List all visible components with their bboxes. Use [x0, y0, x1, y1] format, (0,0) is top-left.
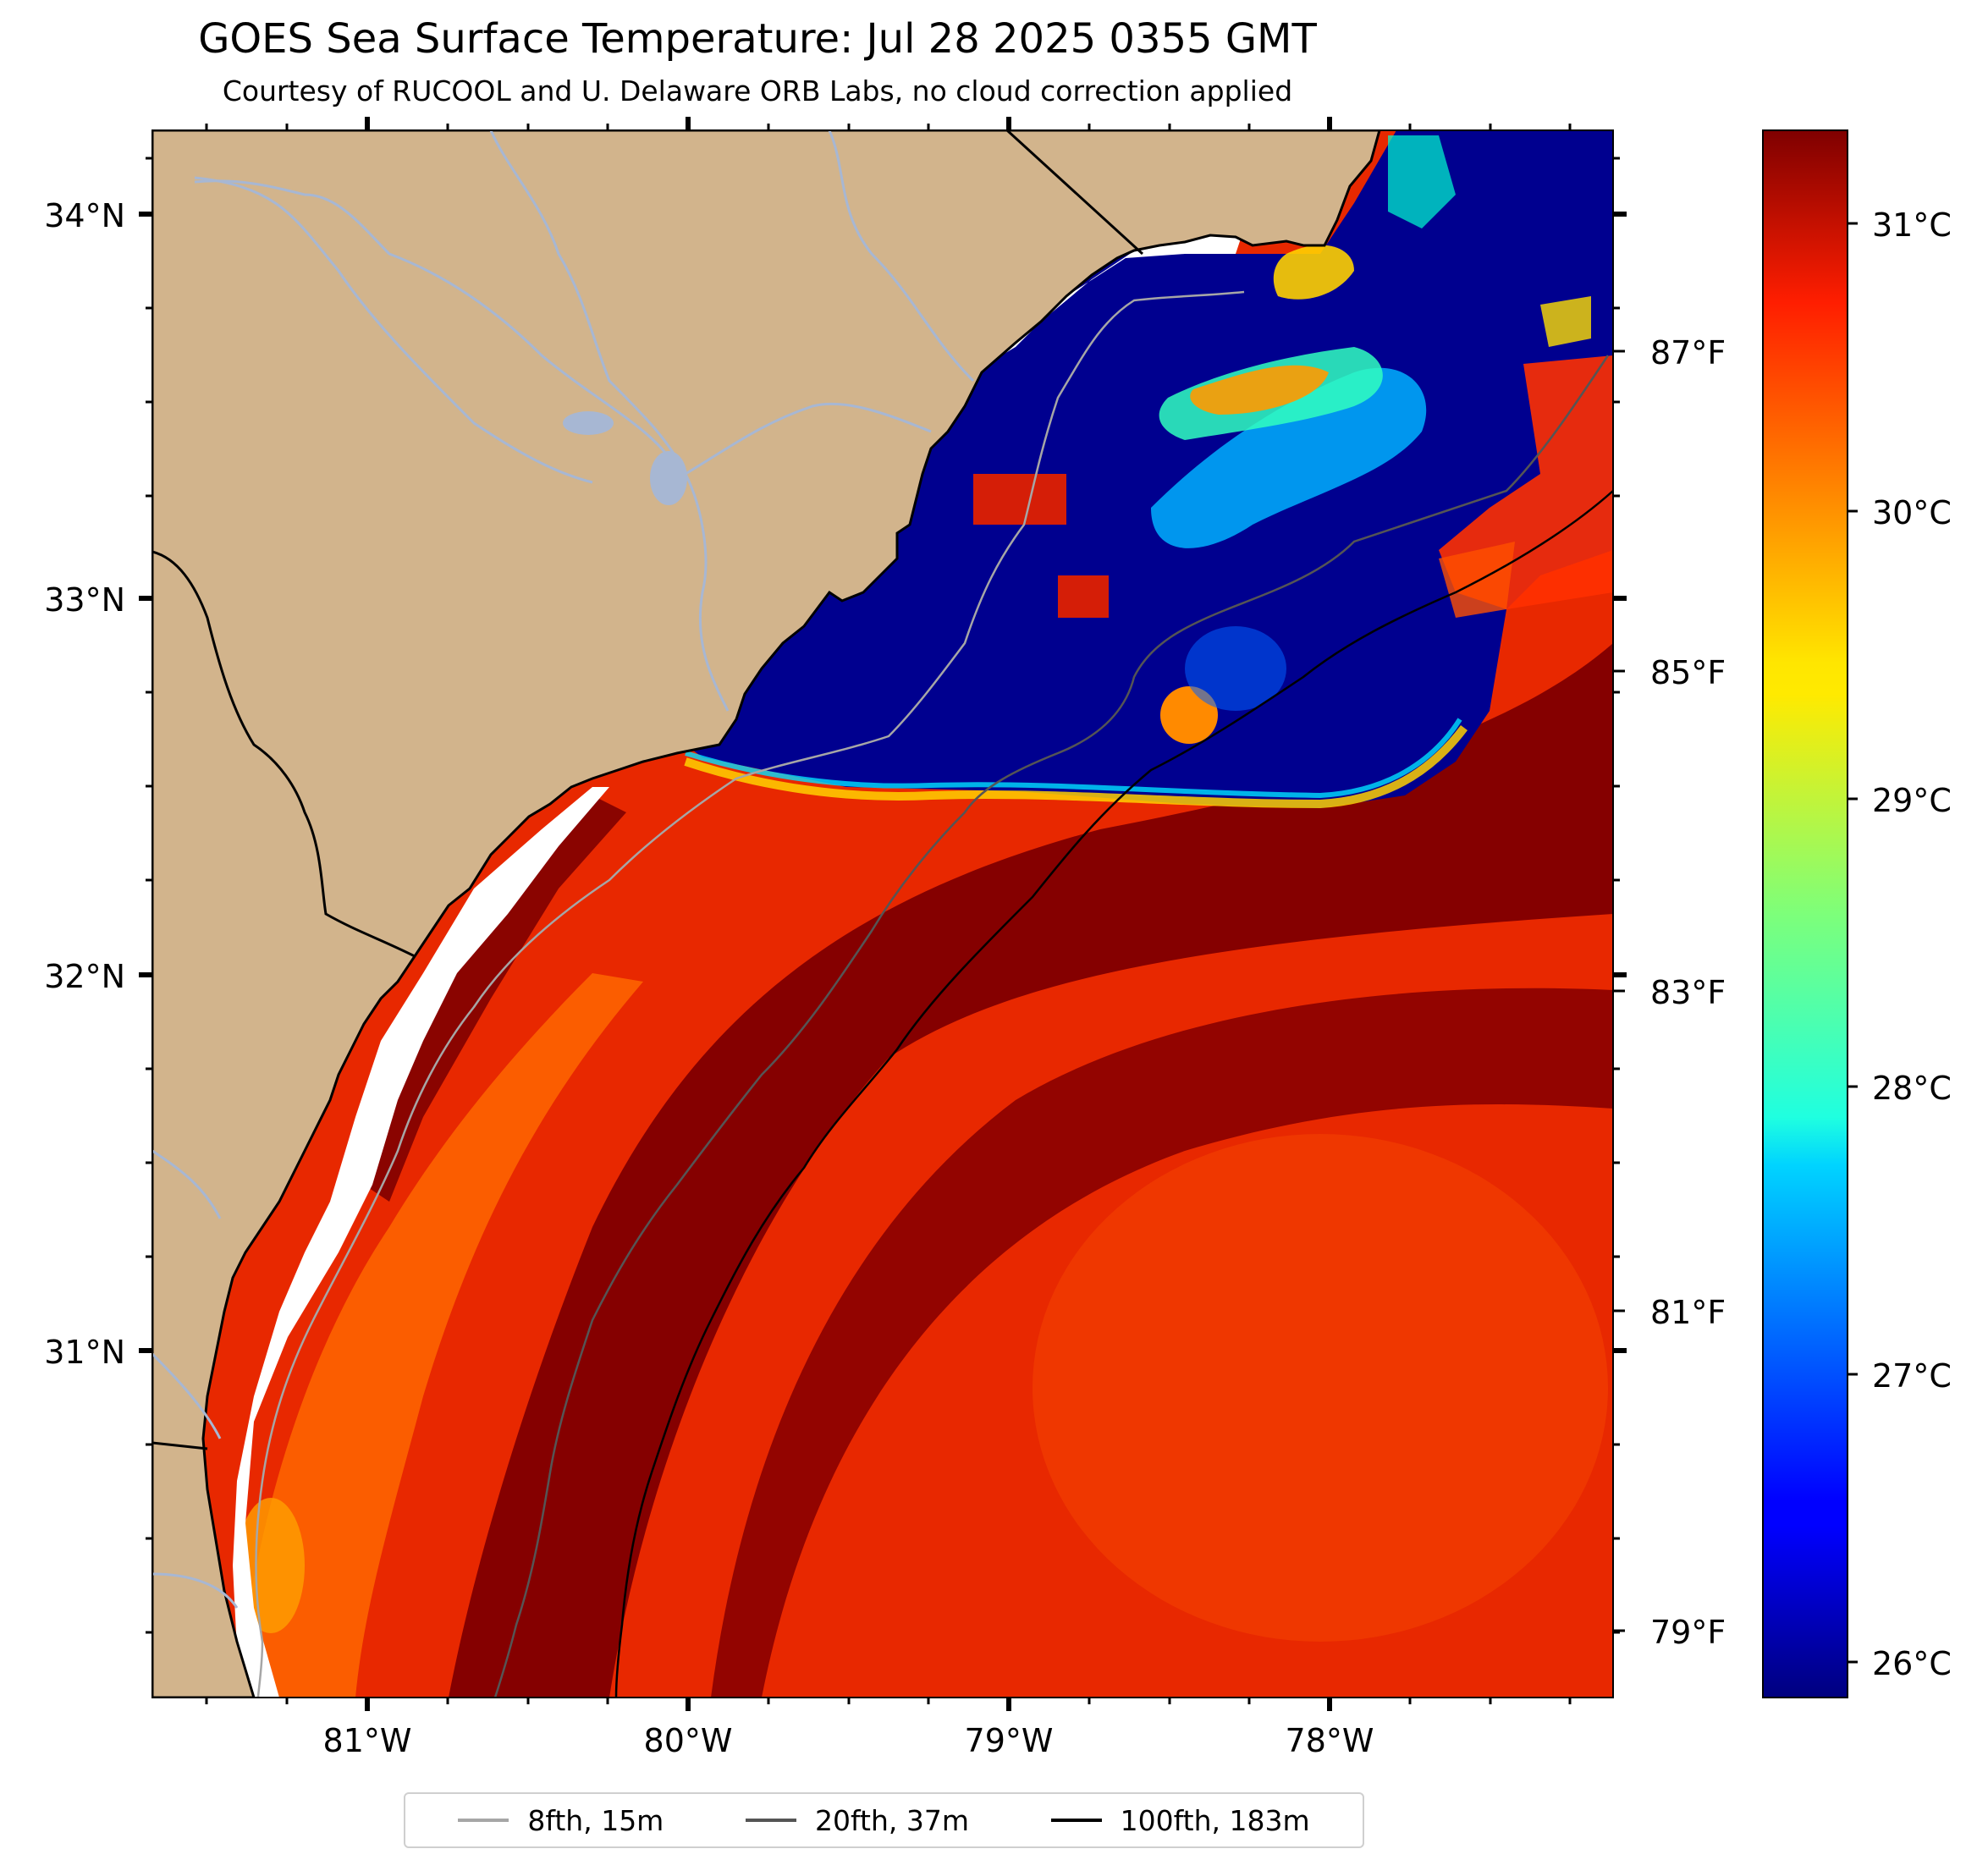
lon-minor-ticks [205, 124, 1572, 1704]
cool-water-region [686, 130, 1613, 808]
warm-patch-north [1190, 365, 1329, 415]
warm-patch-west [973, 474, 1066, 525]
lon-label-78: 78°W [1286, 1722, 1374, 1759]
lon-label-79: 79°W [965, 1722, 1054, 1759]
gulf-stream-core [449, 643, 1613, 1698]
legend-label-20fth: 20fth, 37m [815, 1803, 969, 1837]
f-label-87: 87°F [1650, 334, 1726, 371]
colorbar-label-28c: 28°C [1872, 1070, 1952, 1107]
f-label-79: 79°F [1650, 1614, 1726, 1651]
legend-line-100fth [1050, 1819, 1102, 1822]
warm-core-band [711, 988, 1613, 1698]
f-label-85: 85°F [1650, 654, 1726, 691]
legend-line-20fth [746, 1819, 796, 1822]
f-ticks [1613, 349, 1625, 1632]
lat-label-34: 34°N [44, 197, 125, 234]
colorbar-label-31c: 31°C [1872, 206, 1952, 244]
colorbar [1762, 129, 1848, 1698]
isobath-100fth [614, 490, 1613, 1698]
isobaths [255, 290, 1613, 1698]
legend-line-8fth [458, 1819, 509, 1822]
lon-label-80: 80°W [644, 1722, 733, 1759]
colorbar-label-27c: 27°C [1872, 1357, 1952, 1395]
warm-patch-ne [1439, 355, 1613, 609]
colorbar-label-30c: 30°C [1872, 494, 1952, 531]
rivers [152, 130, 975, 1609]
warm-eddy [1033, 1134, 1608, 1642]
f-label-81: 81°F [1650, 1294, 1726, 1331]
land-mass [152, 130, 1381, 1698]
map-title: GOES Sea Surface Temperature: Jul 28 202… [198, 15, 1317, 63]
map-subtitle: Courtesy of RUCOOL and U. Delaware ORB L… [222, 74, 1293, 107]
lat-label-31: 31°N [44, 1334, 125, 1371]
colorbar-label-26c: 26°C [1872, 1645, 1952, 1682]
lon-major-ticks [365, 117, 1332, 1711]
lat-label-33: 33°N [44, 581, 125, 619]
legend-item-8fth: 8fth, 15m [458, 1804, 664, 1837]
legend-label-100fth: 100fth, 183m [1120, 1803, 1310, 1837]
f-label-83: 83°F [1650, 974, 1726, 1011]
legend-item-100fth: 100fth, 183m [1050, 1803, 1310, 1837]
colorbar-ticks [1848, 222, 1858, 1664]
legend-label-8fth: 8fth, 15m [527, 1803, 664, 1837]
nearshore-orange [237, 973, 643, 1698]
lat-major-ticks [139, 212, 1627, 1353]
coastal-warm-strip [364, 795, 626, 1202]
lat-label-32: 32°N [44, 958, 125, 995]
isobath-20fth [493, 355, 1610, 1698]
colorbar-label-29c: 29°C [1872, 782, 1952, 819]
legend-item-20fth: 20fth, 37m [746, 1804, 969, 1837]
isobath-legend: 8fth, 15m 20fth, 37m 100fth, 183m [404, 1792, 1364, 1848]
yellow-patch [1273, 245, 1354, 300]
isobath-8fth [255, 290, 1245, 1698]
state-borders [152, 130, 1144, 1450]
cool-patch [1151, 367, 1427, 548]
lon-label-81: 81°W [323, 1722, 412, 1759]
lat-minor-ticks [146, 157, 1620, 1634]
